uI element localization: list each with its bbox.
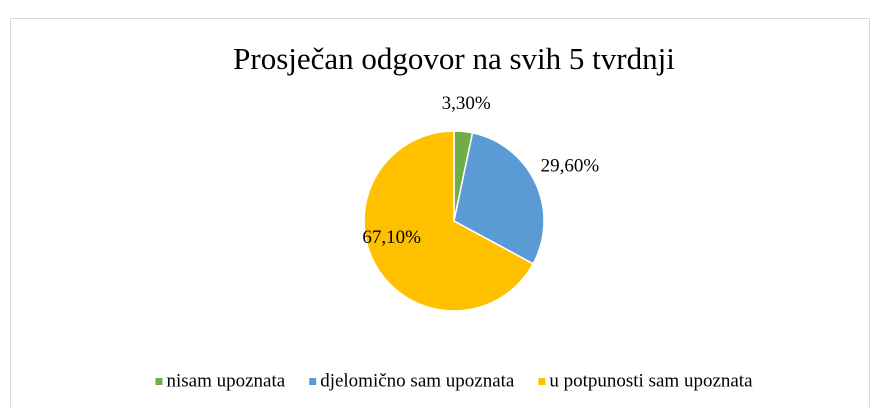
legend-marker [538,378,546,385]
pie-slice [453,132,545,265]
legend-label: djelomično sam upoznata [320,370,515,391]
chart-title: Prosječan odgovor na svih 5 tvrdnji [233,41,675,76]
data-label: 29,60% [541,156,600,177]
legend-label: nisam upoznata [166,370,285,391]
legend-marker [309,378,317,385]
data-label: 67,10% [362,227,421,248]
pie-slice [363,130,535,312]
legend-label: u potpunosti sam upoznata [549,370,753,391]
data-label: 3,30% [442,93,491,114]
legend-marker [155,378,163,385]
